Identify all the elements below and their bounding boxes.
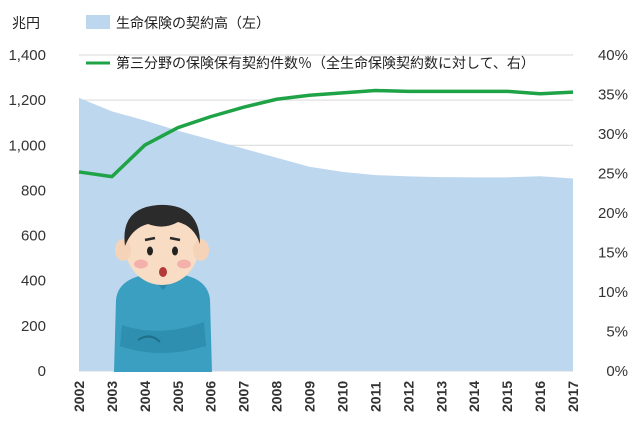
x-axis-ticks: 2002 2003 2004 2005 2006 2007 2008 2009 2010 2011… [71,381,581,412]
x-tick-label: 2005 [170,381,186,412]
x-tick-label: 2004 [137,381,153,412]
left-tick-label: 800 [21,182,46,199]
x-tick-label: 2013 [433,381,449,412]
right-tick-label: 10% [598,284,628,301]
left-tick-label: 0 [38,363,46,380]
x-tick-label: 2002 [71,381,87,412]
x-tick-label: 2009 [302,381,318,412]
right-tick-label: 20% [598,205,628,222]
left-tick-label: 400 [21,273,46,290]
left-axis-ticks: 0 200 400 600 800 1,000 1,200 1,400 [8,47,46,380]
right-tick-label: 35% [598,87,628,104]
right-tick-label: 0% [606,363,628,380]
x-tick-label: 2007 [236,381,252,412]
x-tick-label: 2016 [532,381,548,412]
x-tick-label: 2011 [367,381,383,412]
right-tick-label: 40% [598,47,628,64]
series-line-third-sector-share [78,88,574,179]
legend: 生命保険の契約高（左） 第三分野の保険保有契約件数％（全生命保険契約数に対して、… [86,15,535,72]
left-tick-label: 1,200 [8,92,46,109]
left-axis-unit: 兆円 [12,16,40,32]
x-tick-label: 2003 [104,381,120,412]
left-tick-label: 1,400 [8,47,46,64]
x-tick-label: 2015 [499,381,515,412]
right-axis-ticks: 0% 5% 10% 15% 20% 25% 30% 35% 40% [598,47,628,380]
x-tick-label: 2014 [466,381,482,412]
left-tick-label: 200 [21,318,46,335]
x-tick-label: 2008 [269,381,285,412]
legend-label-area: 生命保険の契約高（左） [116,15,270,32]
legend-label-line: 第三分野の保険保有契約件数％（全生命保険契約数に対して、右） [116,55,535,72]
right-tick-label: 15% [598,245,628,262]
x-tick-label: 2006 [203,381,219,412]
legend-swatch-area [86,15,110,29]
left-tick-label: 600 [21,228,46,245]
right-tick-label: 25% [598,166,628,183]
left-tick-label: 1,000 [8,137,46,154]
right-tick-label: 5% [606,324,628,341]
x-tick-label: 2012 [400,381,416,412]
right-tick-label: 30% [598,126,628,143]
x-tick-label: 2017 [565,381,581,412]
x-tick-label: 2010 [334,381,350,412]
boy-illustration [114,204,212,372]
